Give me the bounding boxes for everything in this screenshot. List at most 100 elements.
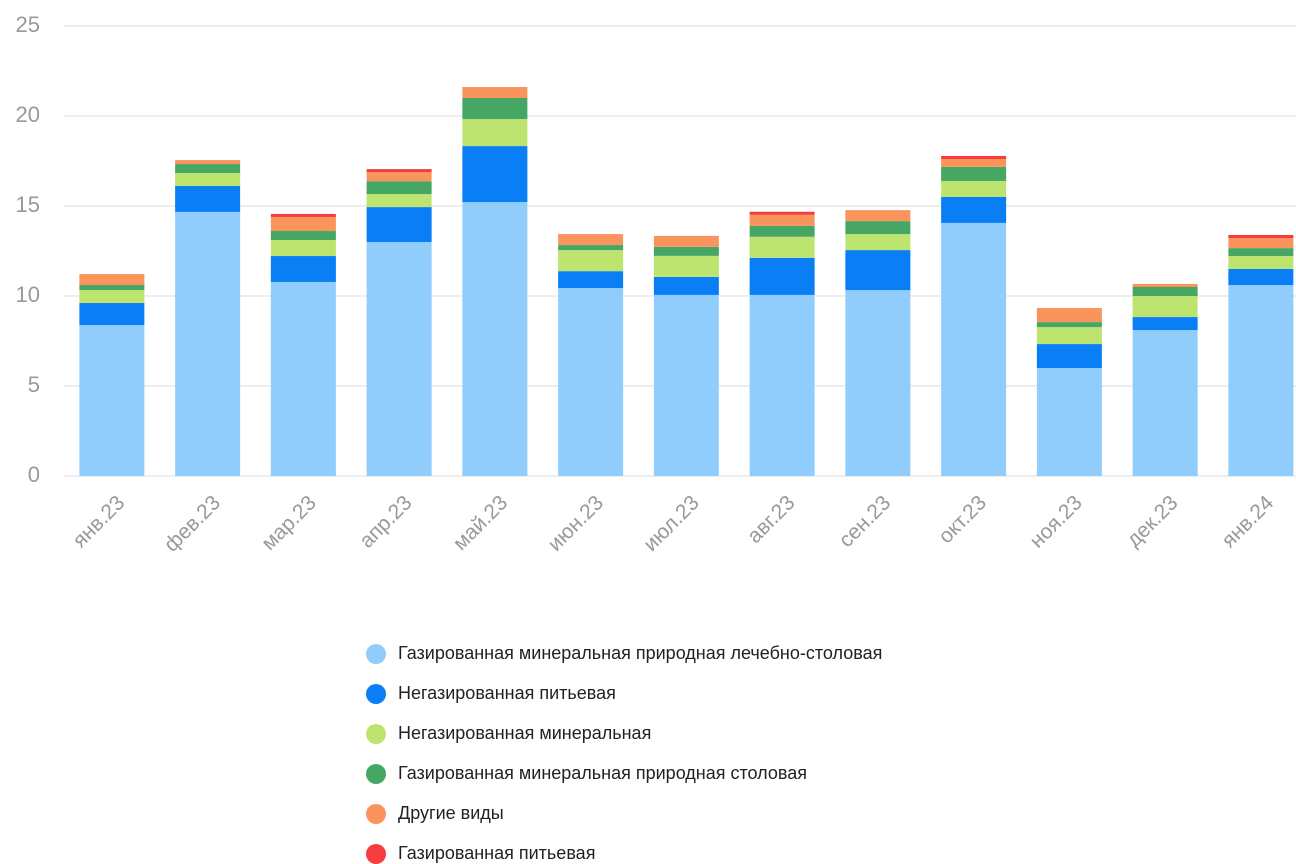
x-tick-label: сен.23 [835, 491, 896, 552]
bar-segment [366, 207, 432, 242]
bar-segment [366, 169, 432, 173]
bar-segment [845, 250, 911, 291]
bar-segment [749, 211, 815, 215]
bar-segment [749, 225, 815, 237]
legend-label: Негазированная минеральная [398, 723, 651, 743]
bar-segment [1228, 238, 1294, 249]
bar-segment [941, 166, 1007, 181]
x-tick-label: ноя.23 [1025, 491, 1086, 552]
bar-segment [79, 285, 145, 291]
x-tick-label: мар.23 [257, 491, 321, 555]
bar-segment [845, 234, 911, 251]
bar-segment [1228, 285, 1294, 476]
bar-segment [79, 324, 145, 476]
bar-segment [1036, 368, 1102, 476]
bar-segment [462, 98, 528, 120]
bar-segment [1132, 287, 1198, 296]
legend-marker [366, 724, 386, 744]
bar-segment [749, 257, 815, 295]
bar-segment [366, 194, 432, 208]
bar-segment [1036, 327, 1102, 345]
bar-segment [79, 290, 145, 304]
y-tick-label: 0 [28, 462, 40, 487]
x-tick-label: авг.23 [743, 491, 800, 548]
bar-segment [941, 222, 1007, 476]
legend-label: Газированная минеральная природная лечеб… [398, 643, 882, 663]
bar-segment [175, 173, 241, 187]
bar-segment [270, 281, 336, 476]
bar-segment [1132, 330, 1198, 476]
bar-segment [653, 294, 719, 476]
x-tick-label: янв.23 [68, 491, 129, 552]
bar-segment [366, 172, 432, 182]
y-tick-label: 20 [16, 102, 40, 127]
legend-marker [366, 684, 386, 704]
bar-segment [1132, 283, 1198, 287]
bar-segment [366, 242, 432, 476]
bar-segment [270, 256, 336, 282]
x-tick-label: июл.23 [639, 491, 704, 556]
bar-segment [653, 246, 719, 256]
legend-marker [366, 844, 386, 864]
bar-segment [462, 202, 528, 477]
bar-segment [1036, 344, 1102, 368]
bar-segment [1228, 234, 1294, 239]
bar-segment [653, 255, 719, 277]
bar-segment [1036, 308, 1102, 323]
bar-segment [175, 164, 241, 174]
legend-marker [366, 764, 386, 784]
bar-segment [270, 213, 336, 217]
y-tick-label: 5 [28, 372, 40, 397]
legend-label: Негазированная питьевая [398, 683, 616, 703]
legend-label: Другие виды [398, 803, 504, 823]
x-tick-label: май.23 [449, 491, 513, 555]
bar-segment [1228, 256, 1294, 269]
bar-segment [270, 216, 336, 232]
bar-segment [941, 155, 1007, 160]
legend-label: Газированная минеральная природная столо… [398, 763, 807, 783]
y-tick-label: 10 [16, 282, 40, 307]
bar-segment [845, 210, 911, 222]
x-tick-label: июн.23 [544, 491, 609, 556]
x-tick-label: дек.23 [1122, 491, 1182, 551]
bar-segment [653, 235, 719, 247]
bar-segment [462, 146, 528, 203]
bar-segment [941, 180, 1007, 197]
x-tick-label: фев.23 [160, 491, 225, 556]
legend-label: Газированная питьевая [398, 843, 595, 863]
bar-segment [558, 245, 624, 251]
bar-segment [1132, 296, 1198, 318]
y-tick-label: 25 [16, 12, 40, 37]
bar-segment [941, 159, 1007, 167]
bar-segment [558, 271, 624, 289]
legend-marker [366, 804, 386, 824]
bar-segment [1036, 322, 1102, 328]
bar-segment [1228, 269, 1294, 286]
bar-segment [79, 303, 145, 325]
bar-segment [175, 186, 241, 212]
bar-segment [79, 274, 145, 286]
x-tick-label: окт.23 [934, 491, 991, 548]
x-tick-label: янв.24 [1217, 491, 1278, 552]
legend-marker [366, 644, 386, 664]
bar-segment [462, 87, 528, 98]
bar-segment [1132, 317, 1198, 331]
bar-segment [1228, 248, 1294, 257]
bar-segment [653, 276, 719, 295]
bar-segment [558, 250, 624, 272]
bar-segment [270, 240, 336, 257]
bar-segment [270, 231, 336, 241]
bar-segment [749, 236, 815, 258]
bar-segment [462, 119, 528, 147]
bar-segment [558, 288, 624, 476]
bar-segment [366, 181, 432, 195]
bar-segment [845, 221, 911, 235]
bar-segment [175, 211, 241, 476]
bar-segment [845, 290, 911, 476]
y-tick-label: 15 [16, 192, 40, 217]
x-tick-label: апр.23 [355, 491, 416, 552]
bar-segment [941, 197, 1007, 223]
bar-segment [749, 294, 815, 476]
bar-segment [558, 234, 624, 246]
